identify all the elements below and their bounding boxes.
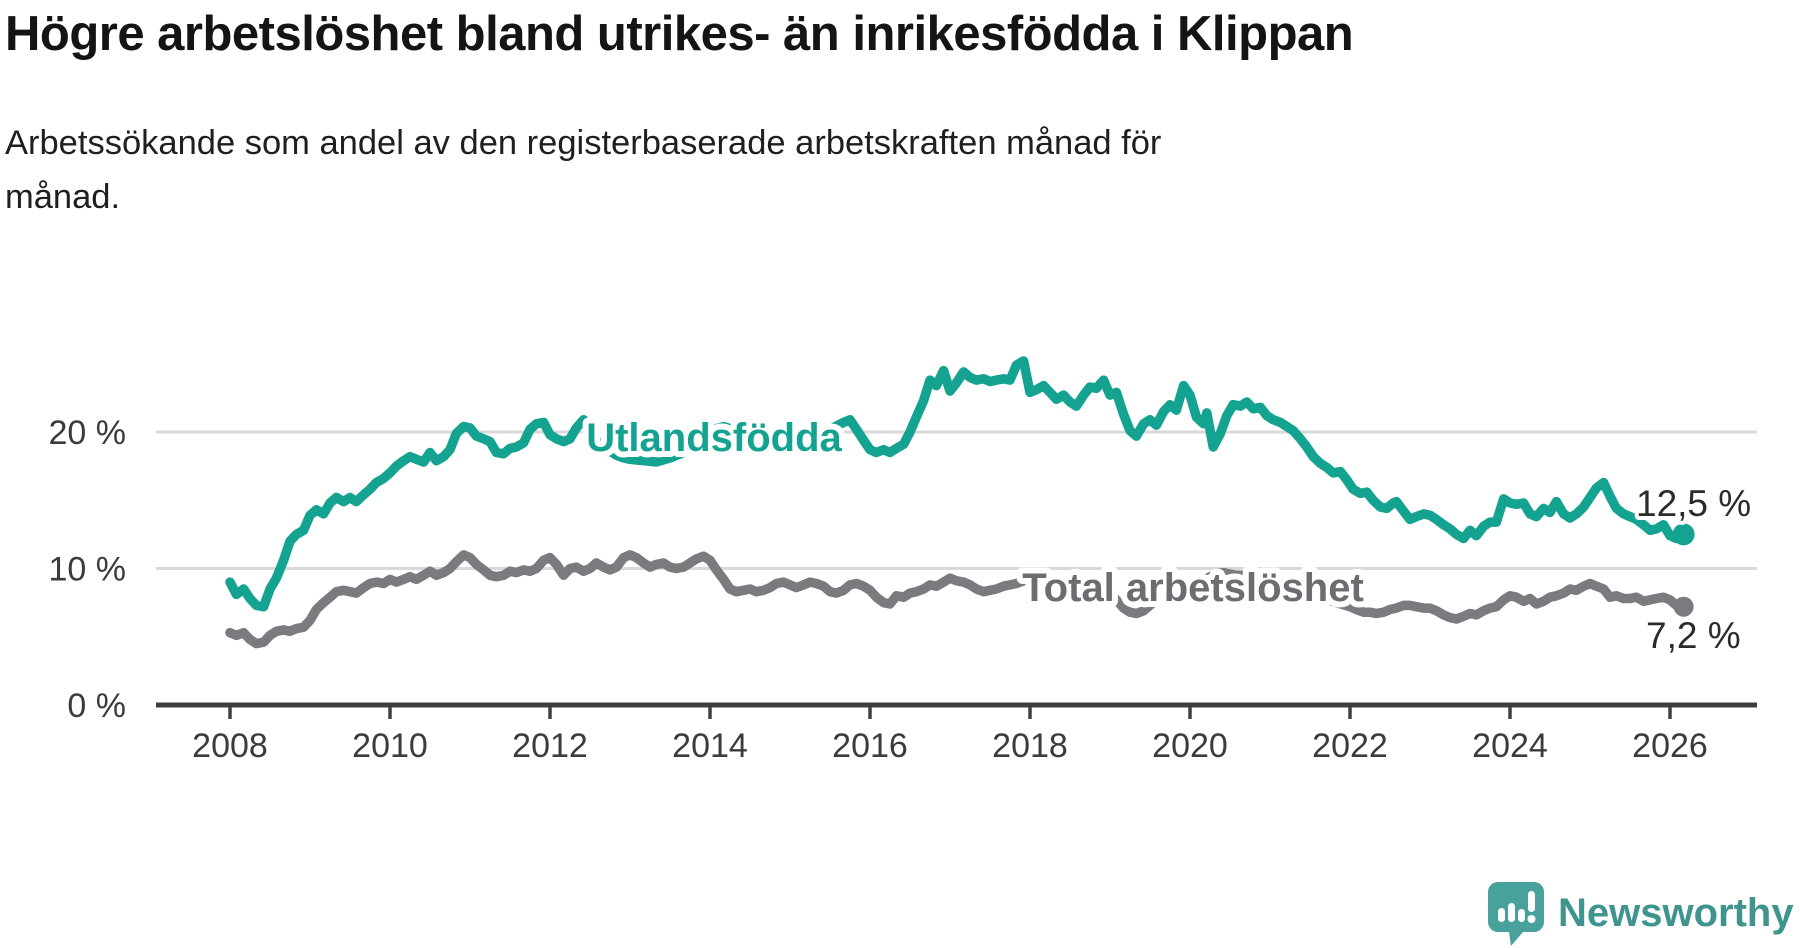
- utlandsfodda-end-value-label: 12,5 %: [1636, 483, 1751, 524]
- x-tick-label-2020: 2020: [1152, 727, 1228, 765]
- x-tick-label-2012: 2012: [512, 727, 588, 765]
- total-end-dot: [1673, 596, 1694, 617]
- newsworthy-brand: Newsworthy: [1488, 882, 1794, 948]
- y-tick-label-10: 10 %: [49, 551, 127, 589]
- brand-wordmark: Newsworthy: [1558, 891, 1794, 935]
- bar-chart-glyph: [1498, 891, 1536, 923]
- speech-bubble-shape: [1488, 882, 1544, 946]
- y-tick-label-20: 20 %: [49, 414, 127, 452]
- x-tick-label-2010: 2010: [352, 727, 428, 765]
- y-axis-labels: 20 % 10 % 0 %: [49, 414, 127, 725]
- x-tick-label-2016: 2016: [832, 727, 908, 765]
- total-end-value-label: 7,2 %: [1646, 615, 1741, 656]
- x-tick-label-2008: 2008: [192, 727, 268, 765]
- page-subtitle: Arbetssökande som andel av den registerb…: [5, 116, 1161, 224]
- total-arbetsloshet-line: [225, 550, 1689, 649]
- subtitle-line-1: Arbetssökande som andel av den registerb…: [5, 124, 1162, 162]
- x-tick-label-2026: 2026: [1632, 727, 1708, 765]
- x-axis: 2008 2010 2012 2014 2016 2018 2020 2022 2024 2026: [156, 702, 1757, 765]
- x-tick-label-2022: 2022: [1312, 727, 1388, 765]
- subtitle-line-2: månad.: [5, 178, 121, 216]
- y-tick-label-0: 0 %: [67, 687, 126, 725]
- x-tick-label-2024: 2024: [1472, 727, 1548, 765]
- total-series-label: Total arbetslöshet: [1022, 566, 1364, 610]
- gridlines: [156, 430, 1757, 570]
- page-title: Högre arbetslöshet bland utrikes- än inr…: [5, 7, 1354, 61]
- utlandsfodda-line: [225, 356, 1689, 612]
- x-tick-label-2018: 2018: [992, 727, 1068, 765]
- utlandsfodda-end-dot: [1672, 523, 1695, 546]
- utlandsfodda-series-label: Utlandsfödda: [586, 416, 842, 460]
- x-tick-label-2014: 2014: [672, 727, 748, 765]
- newsworthy-logo-icon: [1488, 882, 1544, 946]
